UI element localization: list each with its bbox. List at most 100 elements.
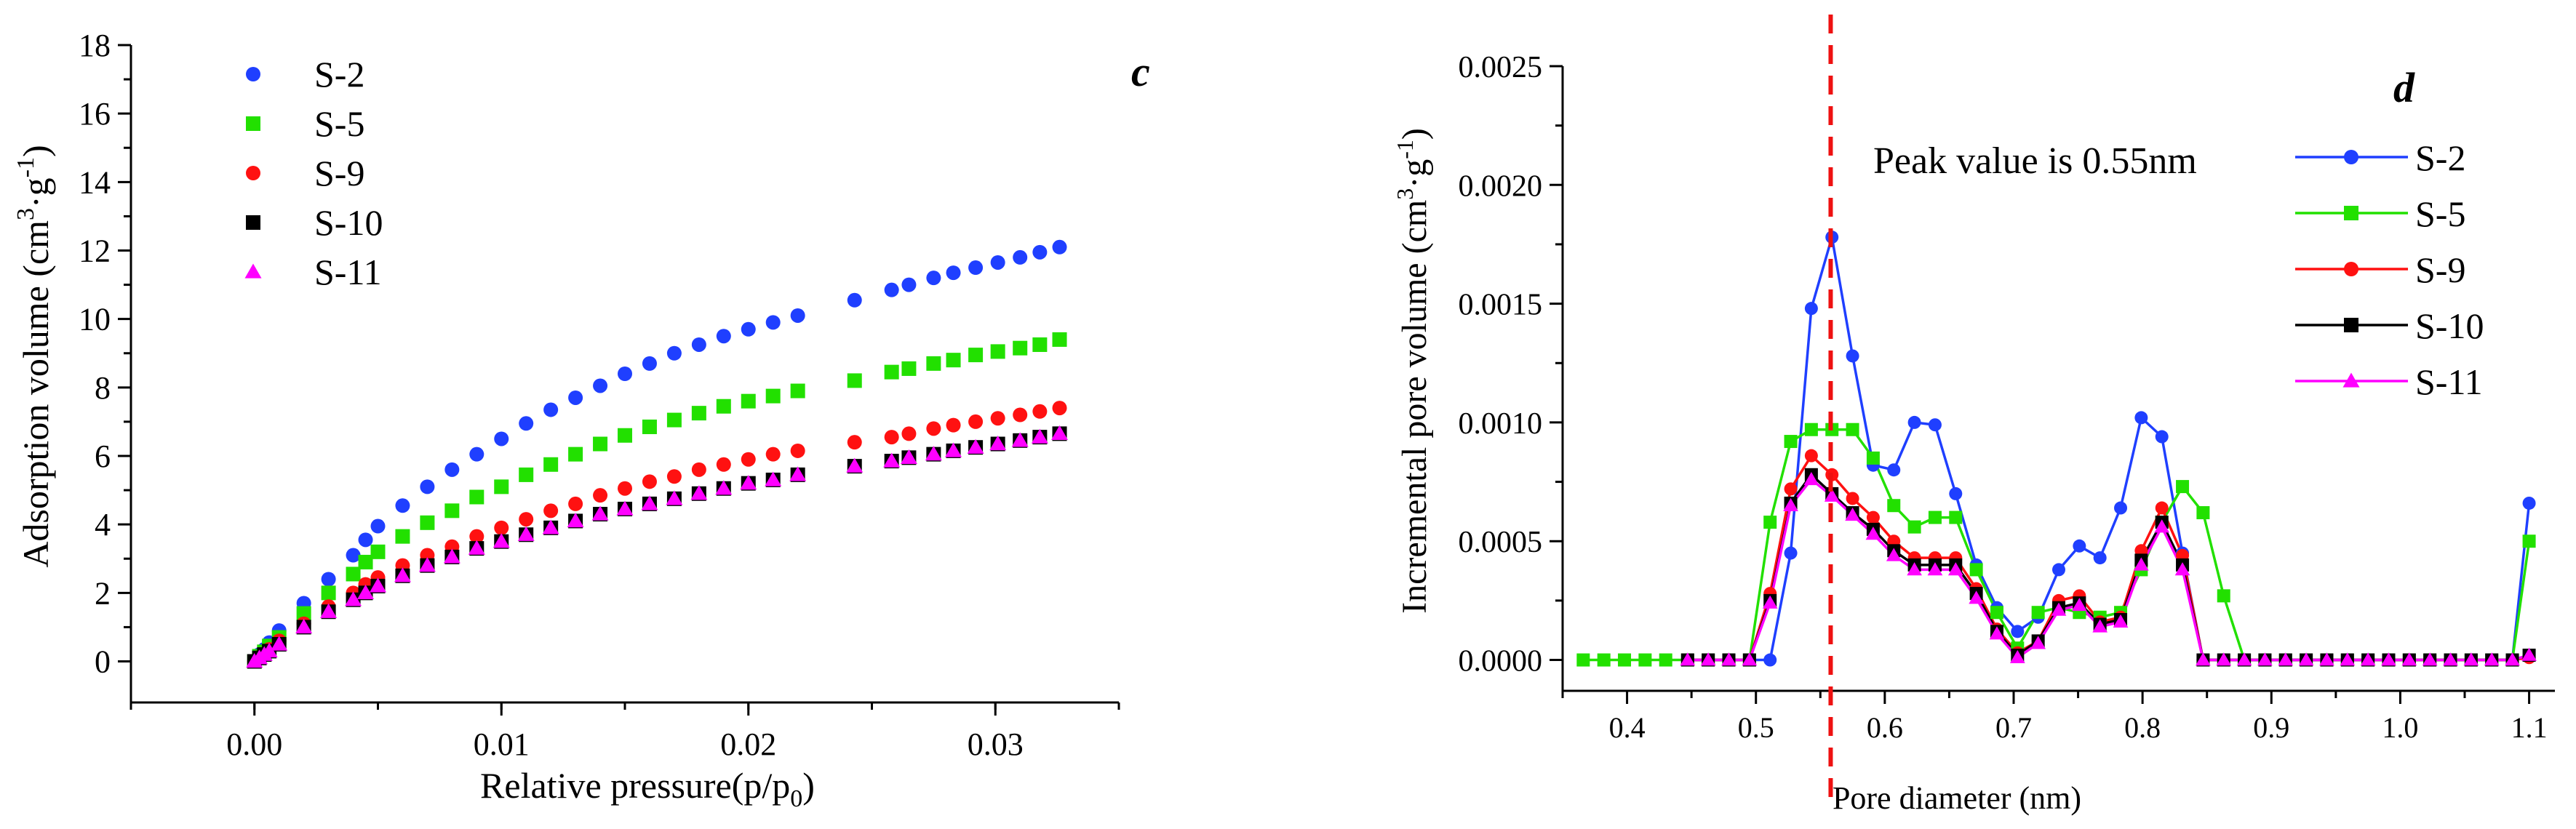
panel-c-legend-marker-s-11 xyxy=(244,263,262,279)
panel-c-point-s-11 xyxy=(1011,432,1029,447)
panel-d-y-tick-label: 0.0005 xyxy=(1459,526,1543,559)
panel-d-point-s-11 xyxy=(1907,562,1922,576)
panel-c-y-tick-label: 4 xyxy=(95,507,111,542)
panel-c-point-s-2 xyxy=(321,572,336,587)
panel-c-point-s-9 xyxy=(1013,407,1028,422)
panel-c-point-s-5 xyxy=(618,428,632,443)
panel-c-point-s-5 xyxy=(765,388,781,404)
panel-d-point-s-2 xyxy=(2052,563,2065,577)
panel-c-point-s-9 xyxy=(691,462,706,477)
panel-c-point-s-2 xyxy=(593,378,608,393)
panel-d-point-s-11 xyxy=(2196,652,2211,666)
panel-c-point-s-2 xyxy=(642,356,657,371)
panel-c-y-ticks: 0 2 4 6 8 10 12 14 16 18 xyxy=(79,28,131,680)
panel-d-point-s-11 xyxy=(2154,519,2170,533)
panel-d-point-s-11 xyxy=(1947,562,1963,576)
panel-c-point-s-11 xyxy=(765,471,782,486)
panel-c-point-s-5 xyxy=(543,457,559,472)
panel-c-point-s-2 xyxy=(469,446,485,462)
panel-d-point-s-11 xyxy=(2071,598,2087,612)
panel-c-point-s-11 xyxy=(616,500,634,516)
panel-c-point-s-2 xyxy=(370,518,386,534)
panel-d-point-s-2 xyxy=(1763,653,1777,667)
panel-d-point-s-11 xyxy=(1865,526,1881,540)
panel-d-point-s-2 xyxy=(1784,546,1798,560)
panel-c-point-s-9 xyxy=(901,426,917,441)
panel-c-point-s-11 xyxy=(370,577,386,593)
panel-c-point-s-11 xyxy=(591,505,609,521)
panel-c-point-s-5 xyxy=(716,399,731,414)
panel-d-y-tick-label: 0.0015 xyxy=(1459,289,1543,322)
panel-d-point-s-11 xyxy=(1927,562,1943,576)
panel-c-point-s-5 xyxy=(790,383,805,399)
panel-c-point-s-5 xyxy=(395,529,410,544)
panel-d-point-s-9 xyxy=(1804,449,1818,462)
panel-c-point-s-11 xyxy=(345,591,362,606)
panel-c-legend-label-s-10: S-10 xyxy=(314,202,383,243)
panel-c-point-s-5 xyxy=(1013,340,1028,356)
panel-c-point-s-2 xyxy=(884,282,899,297)
panel-d-point-s-5 xyxy=(1804,422,1818,436)
panel-c-y-tick-label: 12 xyxy=(79,233,111,269)
panel-c-x-tick-label: 0.01 xyxy=(474,726,530,762)
panel-d-point-s-2 xyxy=(1907,415,1921,429)
panel-c-point-s-5 xyxy=(593,436,608,452)
panel-c-y-tick-label: 14 xyxy=(79,164,111,200)
panel-c-point-s-11 xyxy=(517,526,535,541)
panel-c-point-s-11 xyxy=(542,519,559,534)
panel-d-label: d xyxy=(2393,64,2415,111)
panel-c-y-tick-label: 2 xyxy=(95,575,111,611)
panel-c-point-s-9 xyxy=(666,469,682,484)
panel-c-point-s-9 xyxy=(1052,401,1067,416)
panel-c-y-tick-label: 8 xyxy=(95,370,111,406)
panel-d-point-s-5 xyxy=(1784,435,1798,449)
panel-d-point-s-2 xyxy=(1846,349,1859,363)
panel-c-legend-label-s-5: S-5 xyxy=(314,103,364,144)
panel-c-x-tick-label: 0.00 xyxy=(226,726,282,762)
panel-c-point-s-2 xyxy=(990,255,1005,270)
panel-d-point-s-2 xyxy=(1887,463,1901,477)
panel-c-legend-marker-s-10 xyxy=(246,215,260,230)
panel-d-point-s-11 xyxy=(1969,590,1984,604)
panel-d-point-s-2 xyxy=(1928,418,1942,432)
panel-c-point-s-2 xyxy=(543,402,559,417)
panel-d-x-tick-label: 0.8 xyxy=(2124,711,2161,744)
panel-c-point-s-11 xyxy=(418,557,436,572)
panel-c-point-s-2 xyxy=(1032,244,1048,260)
panel-d-pore-size-chart: 0.4 0.5 0.6 0.7 0.8 0.9 1.0 1.1 0.00000.00050.0… xyxy=(1392,15,2555,816)
panel-c-point-s-5 xyxy=(358,554,373,569)
panel-c-point-s-11 xyxy=(925,446,942,461)
panel-d-x-axis-label: Pore diameter (nm) xyxy=(1833,780,2081,816)
panel-d-point-s-11 xyxy=(2401,652,2417,666)
panel-d-point-s-5 xyxy=(1907,520,1921,534)
panel-c-point-s-11 xyxy=(1051,425,1069,441)
panel-d-point-s-11 xyxy=(1886,548,1902,561)
panel-c-point-s-2 xyxy=(568,390,583,405)
panel-d-point-s-5 xyxy=(1866,451,1880,465)
panel-d-point-s-2 xyxy=(2114,501,2128,515)
panel-c-point-s-2 xyxy=(946,265,961,281)
panel-d-point-s-11 xyxy=(2278,652,2294,666)
panel-d-point-s-11 xyxy=(1700,652,1716,666)
panel-d-point-s-5 xyxy=(1763,516,1777,529)
panel-c-point-s-2 xyxy=(666,345,682,361)
panel-d-y-axis-label: Incremental pore volume (cm3·g-1) xyxy=(1392,128,1434,614)
panel-c-point-s-2 xyxy=(346,548,361,563)
panel-c-legend-label-s-2: S-2 xyxy=(314,54,364,95)
panel-c-x-tick-label: 0.03 xyxy=(968,726,1024,762)
panel-d-point-s-9 xyxy=(1784,482,1798,496)
panel-d-y-tick-label: 0.0020 xyxy=(1459,169,1543,203)
panel-c-point-s-5 xyxy=(642,419,657,434)
panel-c-point-s-2 xyxy=(358,532,373,548)
panel-c-point-s-11 xyxy=(666,490,683,505)
panel-c-point-s-5 xyxy=(990,344,1005,359)
panel-c-data-points xyxy=(246,239,1069,669)
panel-c-point-s-11 xyxy=(260,642,278,657)
panel-d-x-tick-label: 1.1 xyxy=(2511,711,2548,744)
panel-d-point-s-5 xyxy=(1928,510,1942,524)
panel-d-point-s-11 xyxy=(2360,652,2376,666)
panel-c-point-s-9 xyxy=(543,503,559,518)
panel-c-point-s-9 xyxy=(469,529,485,544)
panel-d-point-s-11 xyxy=(2340,652,2356,666)
